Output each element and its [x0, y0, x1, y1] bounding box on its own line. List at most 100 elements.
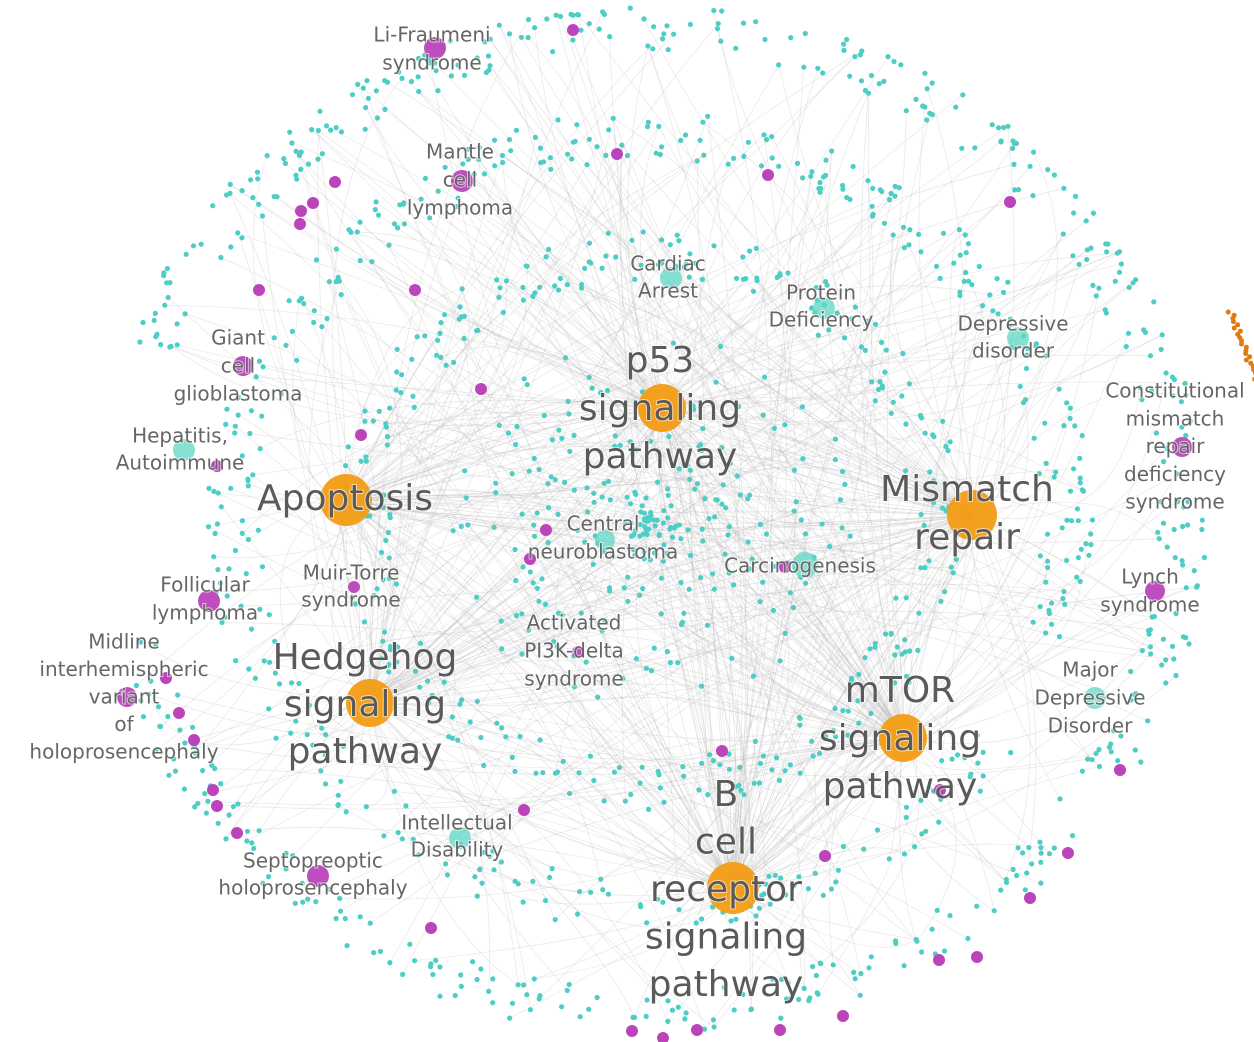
- edge: [633, 534, 904, 739]
- node-dot: [372, 207, 378, 213]
- node-dot: [1105, 241, 1111, 247]
- node-dot: [903, 421, 909, 427]
- node-dot: [745, 496, 751, 502]
- node-dot: [658, 575, 665, 581]
- edge: [902, 653, 1151, 744]
- node-dot: [586, 374, 592, 380]
- edge: [902, 333, 1129, 739]
- node-dot: [1036, 471, 1042, 477]
- disease-dot: [691, 1024, 703, 1036]
- node-dot: [1045, 564, 1051, 571]
- node-dot: [953, 556, 959, 563]
- node-dot: [951, 260, 957, 266]
- node-dot: [1151, 299, 1157, 305]
- edge: [369, 11, 603, 704]
- edge: [488, 69, 904, 739]
- node-dot: [785, 270, 791, 276]
- edge: [369, 206, 873, 704]
- node-dot: [379, 549, 385, 556]
- node-dot: [1038, 880, 1044, 886]
- edge: [661, 56, 856, 409]
- node-dot: [266, 612, 272, 618]
- node-dot: [579, 281, 585, 288]
- edge: [660, 737, 904, 789]
- node-dot: [256, 358, 263, 364]
- node-dot: [783, 996, 790, 1002]
- node-dot: [802, 30, 808, 37]
- node-dot: [913, 936, 919, 943]
- node-dot: [852, 54, 858, 60]
- edge: [728, 737, 904, 882]
- node-dot: [435, 337, 441, 343]
- node-dot: [215, 567, 221, 573]
- node-dot: [995, 311, 1001, 317]
- node-dot: [1038, 845, 1044, 851]
- edge: [369, 526, 671, 704]
- node-dot: [1074, 506, 1080, 512]
- node-dot: [598, 876, 604, 882]
- edge: [342, 499, 458, 741]
- node-dot: [1030, 619, 1036, 625]
- node-dot: [554, 643, 560, 650]
- node-dot: [961, 278, 967, 284]
- node-dot: [790, 605, 797, 611]
- node-dot: [245, 536, 251, 543]
- node-label: signaling: [645, 917, 807, 958]
- edge: [479, 868, 734, 905]
- node-dot: [640, 585, 646, 592]
- node-dot: [376, 408, 382, 414]
- node-dot: [250, 472, 256, 478]
- edge: [291, 142, 904, 739]
- node-dot: [315, 156, 321, 162]
- node-dot: [386, 661, 392, 668]
- node-dot: [531, 976, 537, 982]
- edge: [732, 305, 984, 889]
- node-dot: [1153, 430, 1159, 436]
- edge: [345, 499, 519, 985]
- edge: [350, 231, 663, 409]
- node-dot: [582, 265, 588, 271]
- node-dot: [429, 692, 435, 699]
- edge: [662, 561, 742, 889]
- node-dot: [459, 314, 465, 320]
- edge: [732, 682, 895, 889]
- edge: [902, 581, 1081, 739]
- node-dot: [1030, 149, 1037, 155]
- node-dot: [515, 982, 521, 988]
- node-dot: [455, 195, 461, 201]
- node-dot: [1170, 393, 1176, 399]
- node-dot: [500, 159, 506, 166]
- node-dot: [930, 478, 937, 484]
- edge: [627, 576, 904, 739]
- node-dot: [1011, 161, 1017, 167]
- node-dot: [526, 627, 532, 633]
- node-dot: [950, 745, 957, 751]
- node-label: repair: [1146, 434, 1206, 458]
- node-dot: [1147, 353, 1154, 359]
- node-label: holoprosencephaly: [218, 876, 407, 900]
- node-dot: [892, 193, 898, 199]
- node-dot: [281, 156, 287, 162]
- node-dot: [668, 503, 674, 509]
- edge: [369, 702, 861, 996]
- node-dot: [333, 246, 339, 252]
- node-dot: [182, 311, 188, 317]
- node-dot: [1115, 758, 1121, 764]
- node-dot: [1015, 187, 1022, 193]
- node-dot: [304, 732, 310, 738]
- node-dot: [418, 196, 424, 202]
- edge: [495, 482, 904, 739]
- node-dot: [546, 505, 552, 511]
- node-dot: [584, 162, 590, 168]
- node-dot: [212, 766, 218, 772]
- node-dot: [1064, 557, 1070, 563]
- node-dot: [816, 185, 822, 192]
- node-dot: [793, 499, 799, 505]
- node-dot: [373, 88, 379, 94]
- node-dot: [726, 570, 732, 576]
- disease-dot: [355, 429, 367, 441]
- edge: [369, 278, 941, 704]
- node-dot: [929, 112, 935, 118]
- node-dot: [343, 463, 349, 469]
- node-dot: [1123, 344, 1129, 350]
